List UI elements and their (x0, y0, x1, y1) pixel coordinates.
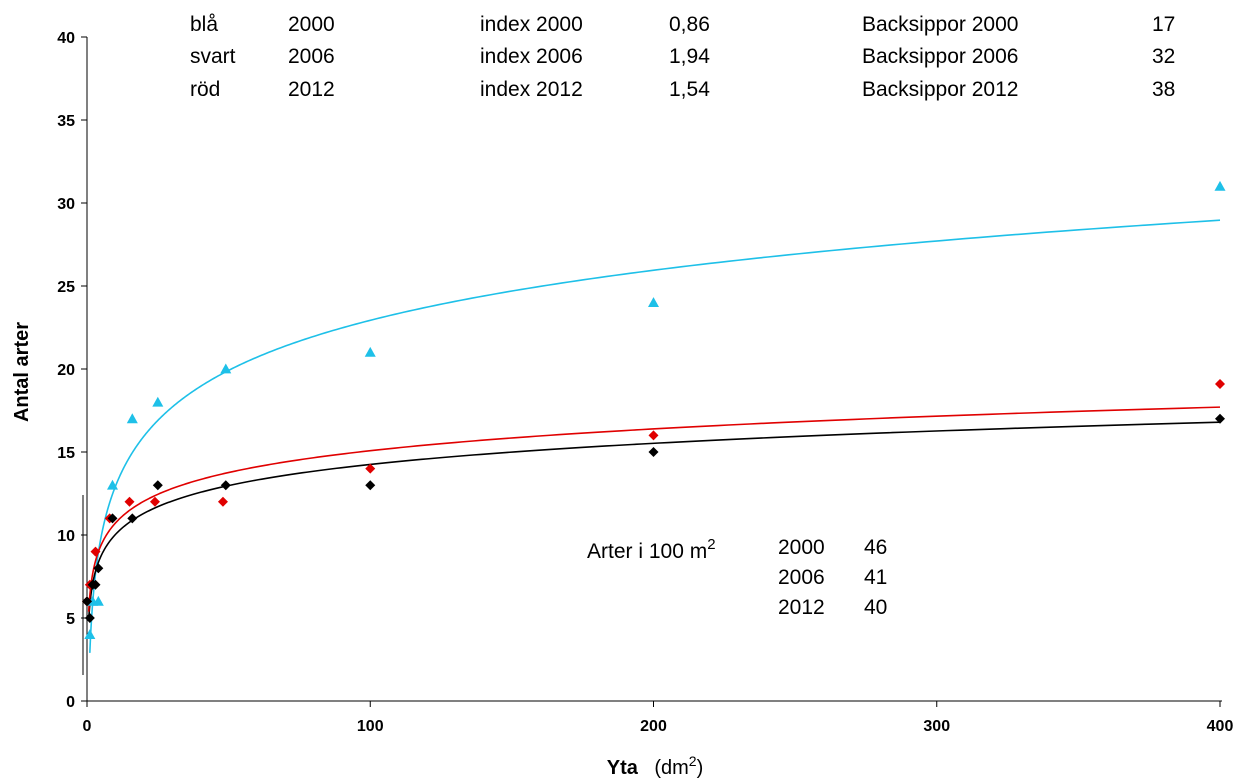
x-tick-label: 200 (640, 718, 667, 735)
legend-color-2012: röd (190, 78, 221, 101)
legend-year-2000: 2000 (288, 13, 335, 36)
index-value-2006: 1,94 (669, 45, 710, 68)
data-point-triangle (220, 363, 232, 374)
data-point-diamond (90, 546, 101, 557)
data-point-diamond (365, 463, 376, 474)
legend-year-2006: 2006 (288, 45, 335, 68)
backsippor-label-2012: Backsippor 2012 (862, 78, 1019, 101)
y-axis-title: Antal arter (11, 322, 33, 422)
data-point-diamond (1215, 413, 1225, 424)
data-point-diamond (127, 513, 138, 524)
data-point-diamond (93, 563, 104, 574)
legend-color-2006: svart (190, 45, 236, 68)
data-point-diamond (365, 480, 376, 491)
data-point-triangle (648, 297, 659, 307)
axes (81, 36, 1222, 707)
x-axis-unit-end: ) (697, 757, 704, 779)
data-point-diamond (124, 496, 135, 507)
arter-value-2012: 40 (864, 596, 888, 619)
data-point-diamond (648, 430, 659, 441)
arter-label: Arter i 100 m2 (587, 537, 716, 562)
x-axis-unit-sup: 2 (689, 753, 697, 769)
y-tick-label: 35 (57, 113, 75, 130)
y-tick-label: 10 (57, 528, 75, 545)
y-tick-label: 40 (57, 30, 75, 47)
arter-label-text: Arter i 100 m (587, 540, 708, 563)
data-point-triangle (126, 413, 138, 424)
y-tick-label: 30 (57, 196, 75, 213)
x-tick-label: 300 (923, 718, 950, 735)
arter-year-2000: 2000 (778, 536, 825, 559)
data-point-triangle (364, 346, 376, 357)
index-label-2012: index 2012 (480, 78, 583, 101)
y-tick-label: 5 (66, 611, 75, 628)
x-tick-label: 400 (1207, 718, 1234, 735)
backsippor-label-2006: Backsippor 2006 (862, 45, 1019, 68)
y-tick-label: 15 (57, 445, 75, 462)
index-value-2012: 1,54 (669, 78, 710, 101)
data-point-diamond (84, 613, 95, 623)
arter-value-2000: 46 (864, 536, 888, 559)
data-point-triangle (84, 629, 96, 639)
data-point-diamond (149, 496, 160, 507)
arter-year-2012: 2012 (778, 596, 825, 619)
backsippor-label-2000: Backsippor 2000 (862, 13, 1019, 36)
x-axis-label: Yta (607, 757, 639, 779)
backsippor-value-2012: 38 (1152, 78, 1176, 101)
data-point-diamond (220, 480, 231, 491)
x-tick-label: 100 (357, 718, 384, 735)
data-point-diamond (217, 496, 228, 507)
x-tick-label: 0 (83, 718, 92, 735)
backsippor-value-2000: 17 (1152, 13, 1176, 36)
trend-line-series-2 (87, 406, 1221, 612)
index-value-2000: 0,86 (669, 13, 710, 36)
data-point-triangle (106, 479, 118, 490)
arter-year-2006: 2006 (778, 566, 825, 589)
data-point-triangle (1214, 180, 1226, 191)
y-tick-label: 25 (57, 279, 75, 296)
data-point-diamond (648, 447, 659, 457)
arter-label-sup: 2 (707, 536, 716, 553)
data-point-triangle (152, 396, 164, 407)
y-tick-label: 20 (57, 362, 75, 379)
data-point-diamond (152, 480, 163, 491)
index-label-2000: index 2000 (480, 13, 583, 36)
data-point-triangle (92, 595, 104, 606)
x-axis-unit: (dm (654, 757, 688, 779)
x-axis-title: Yta (dm2) (607, 753, 704, 779)
y-tick-label: 0 (66, 694, 75, 711)
data-point-diamond (82, 596, 92, 607)
index-label-2006: index 2006 (480, 45, 583, 68)
data-point-diamond (1215, 378, 1225, 389)
data-point-diamond (107, 513, 118, 524)
backsippor-value-2006: 32 (1152, 45, 1176, 68)
legend-year-2012: 2012 (288, 78, 335, 101)
data-points (82, 180, 1226, 639)
data-point-diamond (90, 579, 101, 590)
arter-value-2006: 41 (864, 566, 888, 589)
legend-color-2000: blå (190, 13, 219, 36)
